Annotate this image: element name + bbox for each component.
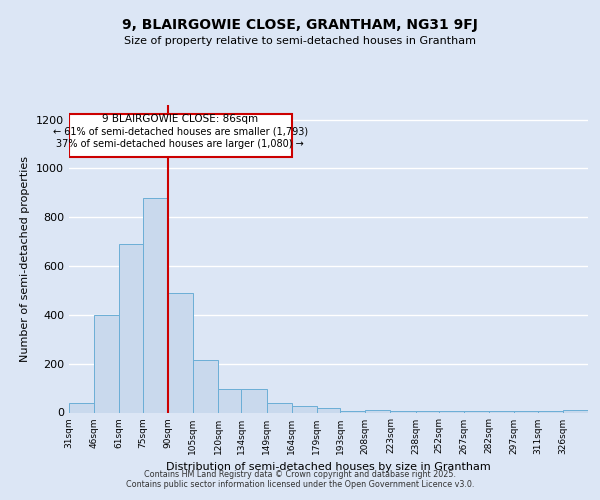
Bar bbox=[292, 406, 317, 412]
X-axis label: Distribution of semi-detached houses by size in Grantham: Distribution of semi-detached houses by … bbox=[166, 462, 491, 472]
Bar bbox=[94, 315, 119, 412]
Bar bbox=[168, 293, 193, 412]
Text: Size of property relative to semi-detached houses in Grantham: Size of property relative to semi-detach… bbox=[124, 36, 476, 46]
Bar bbox=[317, 408, 340, 412]
Text: ← 61% of semi-detached houses are smaller (1,793): ← 61% of semi-detached houses are smalle… bbox=[53, 126, 308, 136]
Y-axis label: Number of semi-detached properties: Number of semi-detached properties bbox=[20, 156, 31, 362]
Text: 9 BLAIRGOWIE CLOSE: 86sqm: 9 BLAIRGOWIE CLOSE: 86sqm bbox=[102, 114, 259, 124]
Bar bbox=[266, 402, 292, 412]
Text: Contains HM Land Registry data © Crown copyright and database right 2025.
Contai: Contains HM Land Registry data © Crown c… bbox=[126, 470, 474, 489]
Text: 37% of semi-detached houses are larger (1,080) →: 37% of semi-detached houses are larger (… bbox=[56, 140, 304, 149]
Bar bbox=[241, 390, 266, 412]
Bar bbox=[365, 410, 391, 412]
Bar bbox=[119, 244, 143, 412]
Text: 9, BLAIRGOWIE CLOSE, GRANTHAM, NG31 9FJ: 9, BLAIRGOWIE CLOSE, GRANTHAM, NG31 9FJ bbox=[122, 18, 478, 32]
FancyBboxPatch shape bbox=[69, 114, 292, 158]
Bar bbox=[143, 198, 168, 412]
Bar bbox=[69, 402, 94, 412]
Bar bbox=[563, 410, 588, 412]
Bar bbox=[218, 390, 241, 412]
Bar bbox=[193, 360, 218, 412]
